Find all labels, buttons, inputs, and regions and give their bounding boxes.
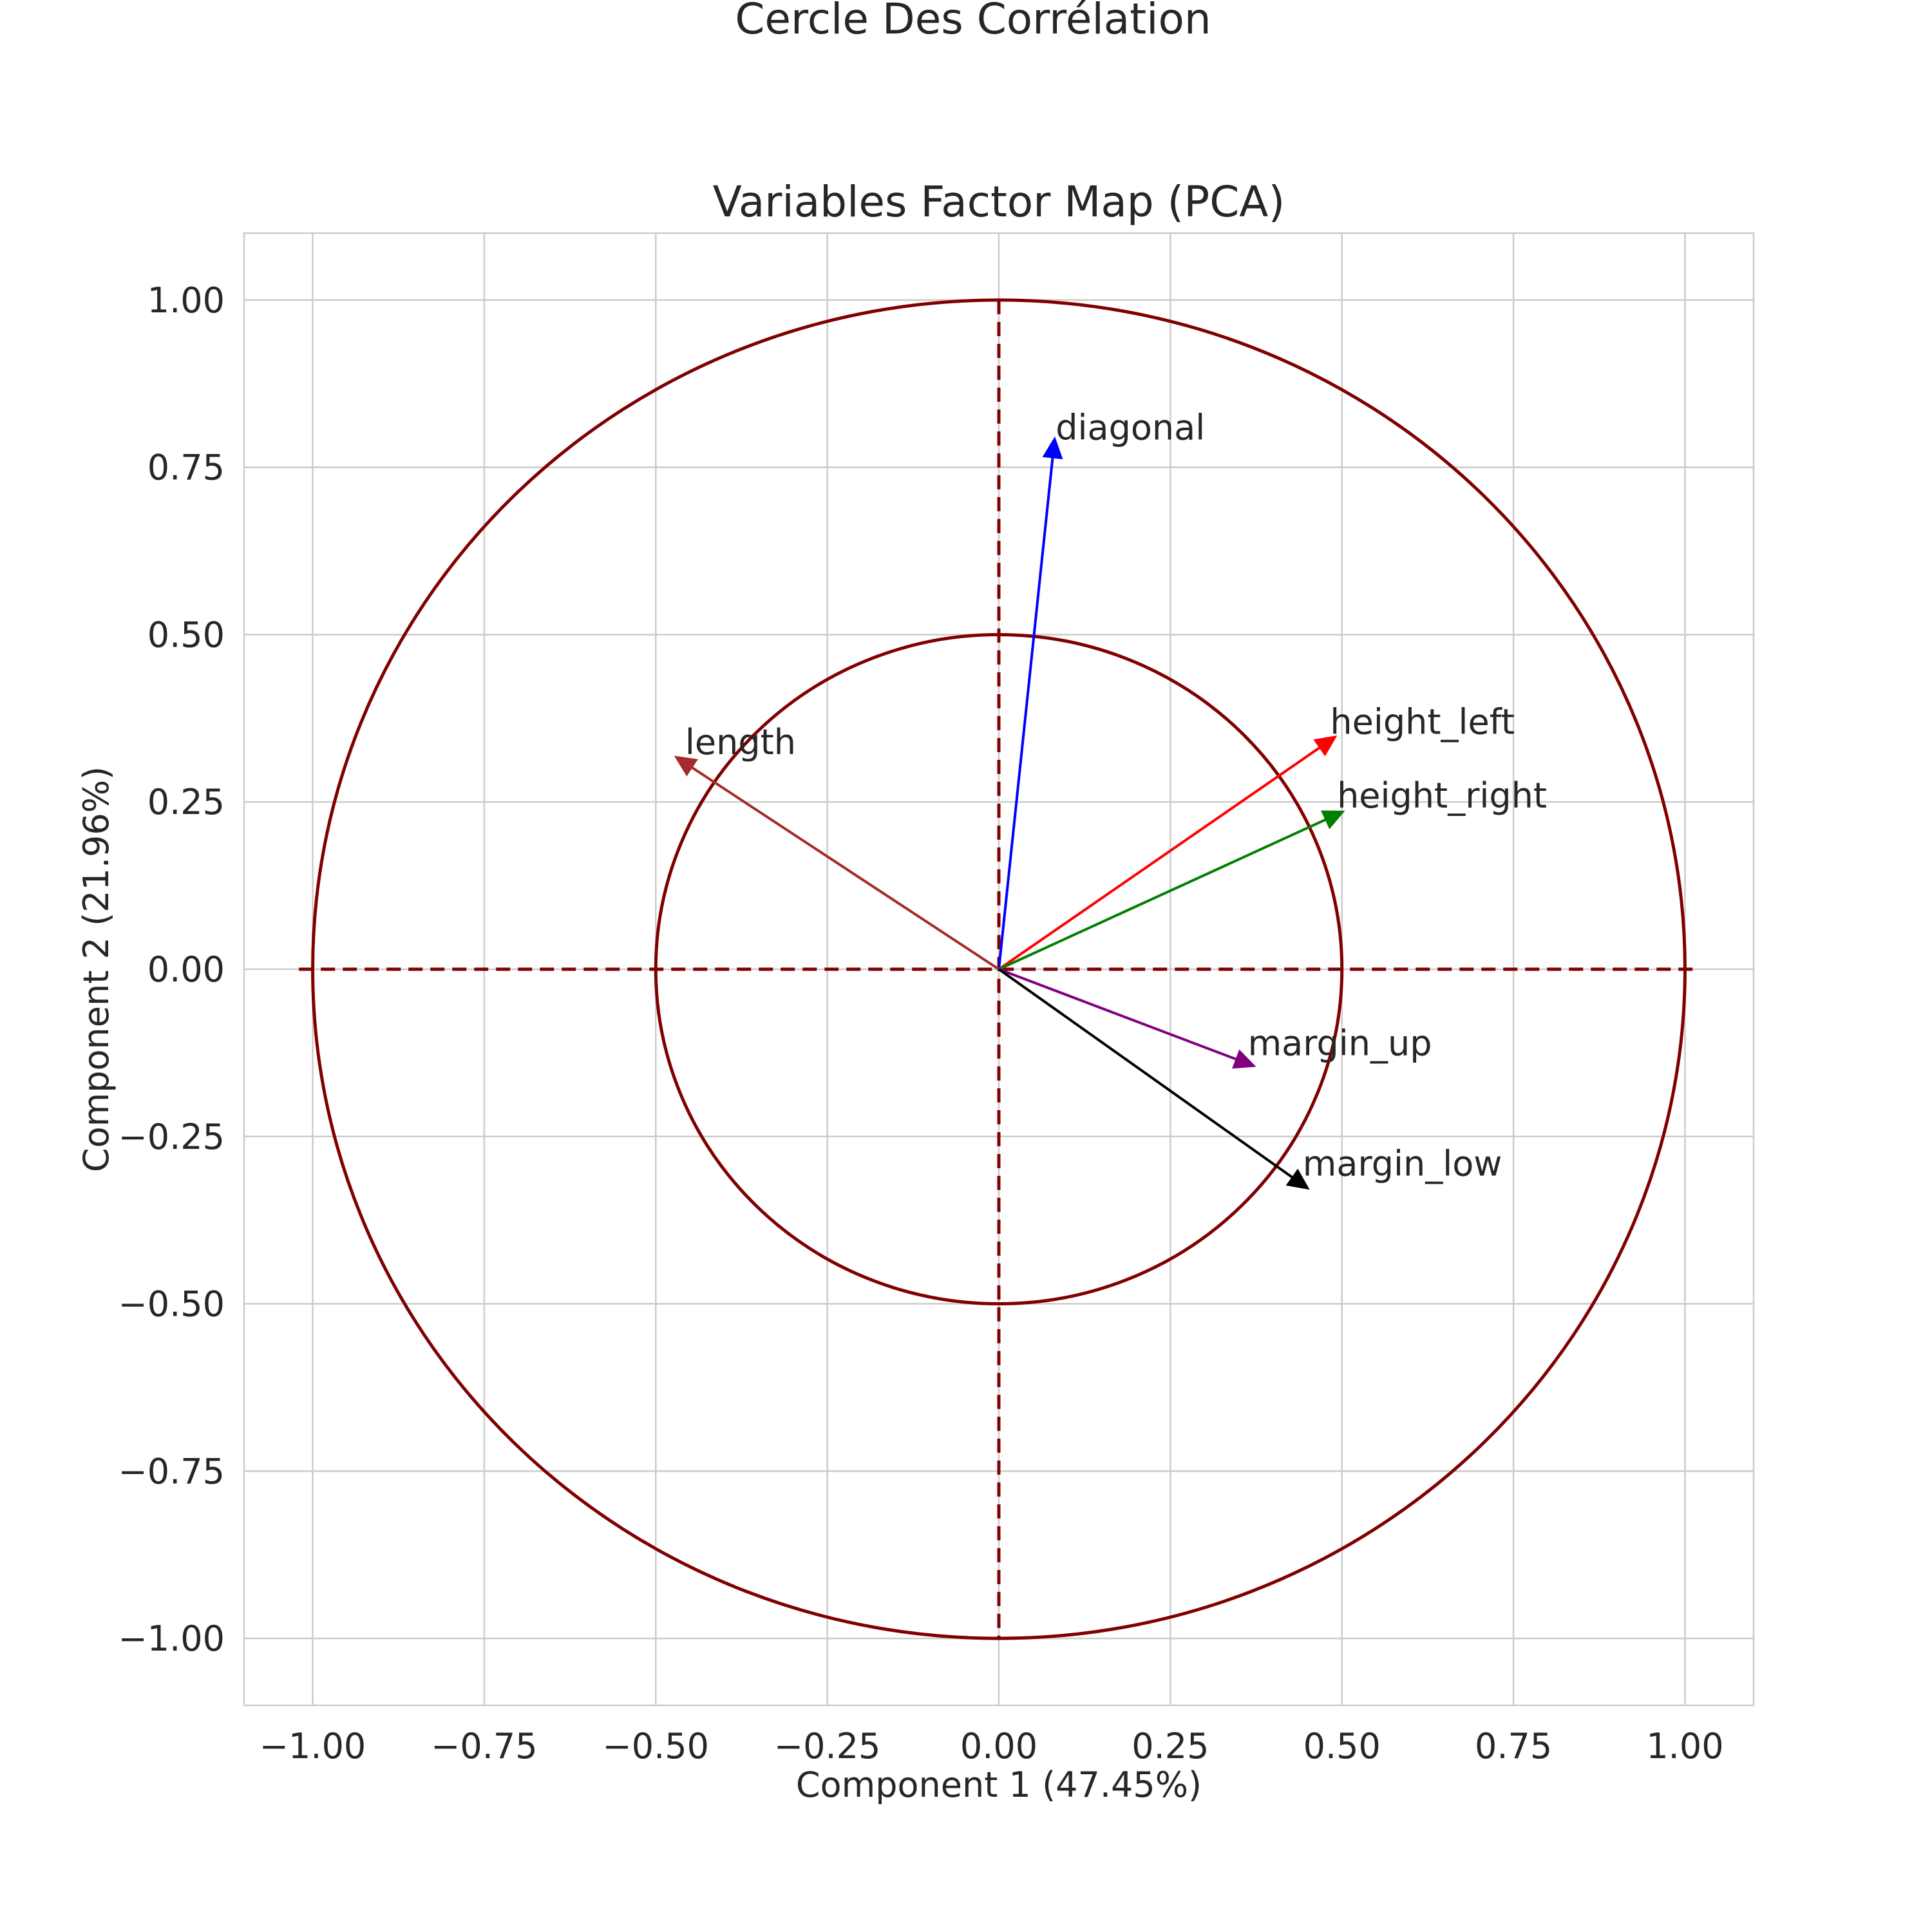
height_right-vector: [998, 814, 1336, 971]
y-tick-label: 0.00: [147, 949, 225, 990]
variable-labels: diagonal height_left height_right length mar…: [685, 408, 1547, 1184]
x-tick-label: 0.50: [1303, 1726, 1381, 1766]
margin_up-vector: [998, 968, 1247, 1065]
margin_up-arrowhead: [1231, 1049, 1256, 1069]
y-tick-label: −0.25: [118, 1117, 225, 1157]
y-tick-label: 0.75: [147, 448, 225, 488]
x-tick-label: −1.00: [260, 1726, 366, 1766]
diagonal-vector: [998, 447, 1056, 970]
x-axis-label: Component 1 (47.45%): [796, 1765, 1202, 1805]
height_left-label: height_left: [1330, 702, 1515, 743]
diagonal-label: diagonal: [1056, 408, 1205, 448]
length-vector: [682, 761, 1000, 971]
margin_low-vector: [998, 968, 1302, 1185]
plot-frame: [243, 232, 1755, 1707]
x-axis-ticks: −1.00 −0.75 −0.50 −0.25 0.00 0.25 0.50 0.75 1.00: [260, 1726, 1724, 1766]
figure-suptitle: Cercle Des Corrélation: [735, 0, 1211, 44]
margin_up-label: margin_up: [1248, 1023, 1432, 1063]
x-tick-label: 1.00: [1646, 1726, 1723, 1766]
y-tick-label: 0.25: [147, 782, 225, 822]
x-tick-label: 0.25: [1132, 1726, 1209, 1766]
y-tick-label: −0.50: [118, 1284, 225, 1325]
height_left-arrowhead: [1313, 735, 1338, 757]
y-tick-label: 0.50: [147, 614, 225, 655]
y-axis-ticks: −1.00 −0.75 −0.50 −0.25 0.00 0.25 0.50 0.75 1.00: [118, 280, 225, 1659]
y-tick-label: −0.75: [118, 1451, 225, 1492]
y-axis-label: Component 2 (21.96%): [76, 766, 117, 1172]
y-tick-label: 1.00: [147, 280, 225, 321]
x-tick-label: −0.75: [431, 1726, 537, 1766]
chart-title: Variables Factor Map (PCA): [713, 177, 1285, 227]
x-tick-label: 0.75: [1475, 1726, 1552, 1766]
x-tick-label: 0.00: [960, 1726, 1037, 1766]
height_right-label: height_right: [1337, 775, 1547, 816]
x-tick-label: −0.50: [603, 1726, 709, 1766]
length-arrowhead: [674, 755, 698, 777]
height_left-vector: [998, 741, 1329, 971]
height_right-arrowhead: [1320, 810, 1345, 829]
x-tick-label: −0.25: [774, 1726, 880, 1766]
variable-vectors: [674, 436, 1345, 1190]
y-tick-label: −1.00: [118, 1618, 225, 1659]
margin_low-label: margin_low: [1303, 1144, 1502, 1184]
margin_low-arrowhead: [1285, 1168, 1310, 1190]
length-label: length: [685, 722, 796, 762]
diagonal-arrowhead: [1042, 436, 1063, 460]
